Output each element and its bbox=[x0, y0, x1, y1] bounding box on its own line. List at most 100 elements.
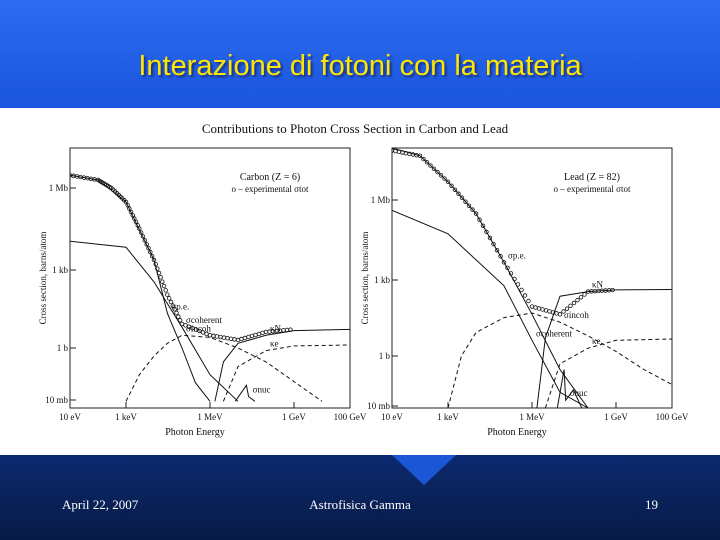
data-point-experimental bbox=[165, 292, 170, 297]
data-point-experimental bbox=[438, 173, 444, 178]
data-point-experimental bbox=[515, 282, 521, 287]
y-tick-label: 1 kb bbox=[52, 265, 68, 275]
data-point-experimental bbox=[424, 160, 430, 165]
data-point-experimental bbox=[207, 333, 213, 338]
data-point-experimental bbox=[575, 297, 580, 303]
data-point-experimental bbox=[431, 166, 437, 172]
data-point-experimental bbox=[148, 249, 153, 255]
series-line-pe bbox=[70, 174, 211, 402]
series-line-n bbox=[214, 328, 350, 402]
series-label: σp.e. bbox=[508, 250, 526, 260]
data-point-experimental bbox=[568, 303, 573, 309]
data-point-experimental bbox=[149, 253, 155, 259]
data-point-experimental bbox=[197, 328, 202, 334]
data-point-experimental bbox=[288, 327, 293, 332]
series-label: σp.e. bbox=[171, 301, 189, 311]
series-label: σcoherent bbox=[536, 328, 572, 338]
series-label: κe bbox=[270, 339, 279, 349]
data-point-experimental bbox=[130, 213, 135, 218]
series-label: κN bbox=[592, 280, 604, 290]
data-point-experimental bbox=[235, 337, 241, 343]
data-point-experimental bbox=[263, 329, 269, 335]
data-point-experimental bbox=[571, 300, 577, 306]
data-point-experimental bbox=[200, 330, 206, 335]
data-point-experimental bbox=[179, 321, 185, 327]
data-point-experimental bbox=[153, 262, 158, 267]
chart-panel-carbon: 10 eV 1 keV 1 MeV 1 GeV 100 GeV 1 Mb 1 kb 1 b 10… bbox=[38, 147, 367, 438]
x-tick-label: 10 eV bbox=[381, 412, 403, 422]
x-tick-label: 1 MeV bbox=[519, 412, 545, 422]
slide-title: Interazione di fotoni con la materia bbox=[138, 50, 582, 82]
data-point-experimental bbox=[540, 307, 545, 312]
panel-title: Lead (Z = 82) bbox=[564, 172, 620, 183]
data-point-experimental bbox=[473, 211, 479, 216]
data-point-experimental bbox=[172, 307, 177, 312]
y-tick-label: 10 mb bbox=[367, 401, 390, 411]
data-point-experimental bbox=[146, 246, 151, 251]
slide-header bbox=[0, 0, 720, 108]
panel-title: Carbon (Z = 6) bbox=[240, 172, 300, 183]
x-axis-label: Photon Energy bbox=[165, 427, 225, 438]
data-point-experimental bbox=[168, 299, 174, 305]
data-point-experimental bbox=[491, 241, 496, 247]
cross-section-figure: Contributions to Photon Cross Section in… bbox=[38, 121, 689, 438]
series-label: σnuc bbox=[253, 385, 271, 395]
data-point-experimental bbox=[256, 331, 262, 337]
series-label: σincoh bbox=[564, 310, 589, 320]
data-point-experimental bbox=[239, 336, 244, 342]
series-label: κN bbox=[270, 323, 282, 333]
footer-arrow-decoration bbox=[392, 455, 456, 485]
x-tick-label: 100 GeV bbox=[656, 412, 689, 422]
data-point-experimental bbox=[477, 217, 482, 222]
x-tick-label: 1 keV bbox=[437, 412, 459, 422]
data-point-experimental bbox=[281, 328, 286, 333]
y-axis-label: Cross section, barns/atom bbox=[360, 232, 370, 325]
y-tick-label: 1 kb bbox=[374, 275, 390, 285]
data-point-experimental bbox=[435, 169, 440, 175]
x-tick-label: 1 GeV bbox=[282, 412, 306, 422]
data-point-experimental bbox=[501, 260, 507, 265]
figure-title: Contributions to Photon Cross Section in… bbox=[202, 121, 509, 136]
data-point-experimental bbox=[242, 335, 248, 341]
data-point-experimental bbox=[232, 337, 237, 342]
data-point-experimental bbox=[249, 333, 255, 339]
series-line-n bbox=[536, 289, 672, 408]
y-tick-label: 1 b bbox=[57, 343, 69, 353]
data-point-experimental bbox=[246, 334, 251, 340]
data-point-experimental bbox=[564, 306, 570, 311]
data-point-experimental bbox=[204, 331, 209, 337]
x-axis-label: Photon Energy bbox=[487, 427, 547, 438]
data-point-experimental bbox=[561, 309, 566, 314]
data-point-experimental bbox=[260, 330, 265, 336]
data-point-experimental bbox=[480, 223, 486, 228]
x-tick-label: 10 eV bbox=[59, 412, 81, 422]
data-point-experimental bbox=[170, 303, 176, 308]
data-point-experimental bbox=[221, 335, 227, 340]
slide-footer bbox=[0, 455, 720, 540]
data-point-experimental bbox=[547, 309, 552, 314]
data-point-experimental bbox=[519, 287, 524, 293]
series-line-incoh bbox=[447, 312, 672, 408]
series-line-incoh bbox=[125, 334, 323, 402]
data-point-experimental bbox=[135, 223, 140, 228]
data-point-experimental bbox=[428, 163, 433, 168]
x-tick-label: 100 GeV bbox=[334, 412, 367, 422]
y-axis-label: Cross section, barns/atom bbox=[38, 232, 48, 325]
data-point-experimental bbox=[225, 336, 230, 341]
footer-center-text: Astrofisica Gamma bbox=[309, 497, 411, 512]
data-point-experimental bbox=[610, 287, 615, 293]
data-point-experimental bbox=[396, 149, 402, 155]
data-point-experimental bbox=[183, 323, 188, 328]
data-point-experimental bbox=[123, 199, 129, 205]
data-point-experimental bbox=[133, 219, 139, 225]
y-tick-label: 10 mb bbox=[45, 395, 68, 405]
data-point-experimental bbox=[158, 275, 163, 280]
footer-date: April 22, 2007 bbox=[62, 497, 139, 512]
data-point-experimental bbox=[128, 209, 134, 215]
data-point-experimental bbox=[456, 191, 461, 196]
data-point-experimental bbox=[470, 207, 475, 212]
legend-entry: o – experimental σtot bbox=[231, 184, 309, 194]
data-point-experimental bbox=[177, 318, 183, 323]
data-point-experimental bbox=[466, 203, 472, 208]
data-point-experimental bbox=[522, 293, 528, 298]
